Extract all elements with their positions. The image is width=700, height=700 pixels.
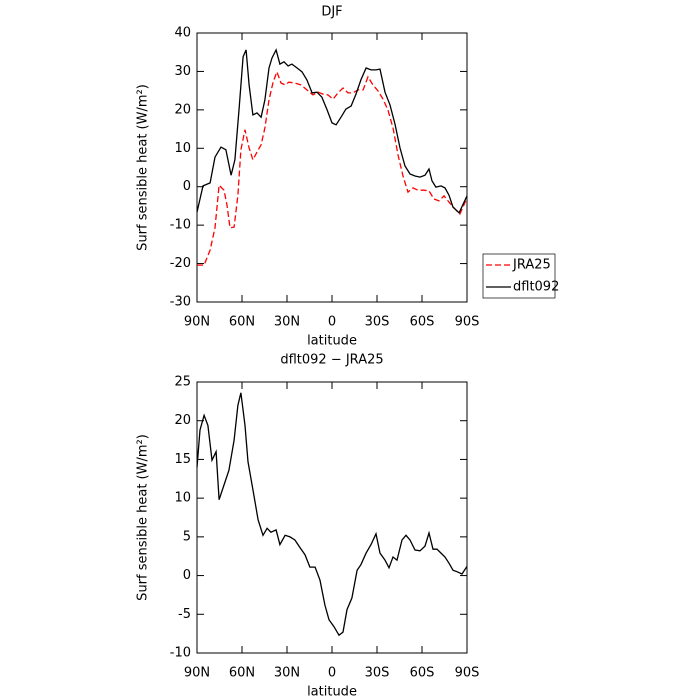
y-tick-label: 10 <box>174 141 191 156</box>
y-tick-label: -10 <box>170 646 191 661</box>
x-axis-label: latitude <box>307 685 357 700</box>
x-tick-label: 90N <box>184 315 210 330</box>
x-tick-label: 30S <box>365 315 390 330</box>
x-tick-label: 0 <box>328 666 336 681</box>
y-tick-label: 5 <box>183 529 191 544</box>
y-tick-label: -5 <box>178 607 191 622</box>
plot-frame <box>196 32 468 303</box>
y-tick-label: 25 <box>174 375 191 390</box>
x-tick-label: 60N <box>229 666 255 681</box>
legend-label: dflt092 <box>513 280 559 295</box>
y-tick-label: 30 <box>174 64 191 79</box>
x-tick-label: 90S <box>455 315 480 330</box>
chart-title: dflt092 − JRA25 <box>280 353 383 368</box>
y-tick-label: 20 <box>174 413 191 428</box>
plot-frame <box>196 381 468 654</box>
x-tick-label: 0 <box>328 315 336 330</box>
y-axis-label: Surf sensible heat (W/m²) <box>136 84 151 251</box>
y-tick-label: 0 <box>183 568 191 583</box>
x-axis-label: latitude <box>307 334 357 349</box>
legend-label: JRA25 <box>512 258 551 273</box>
data-line <box>197 69 468 266</box>
y-tick-label: 20 <box>174 102 191 117</box>
y-tick-label: -10 <box>170 218 191 233</box>
y-tick-label: 10 <box>174 491 191 506</box>
y-tick-label: 15 <box>174 452 191 467</box>
x-tick-label: 60S <box>410 666 435 681</box>
legend-box <box>482 253 556 299</box>
data-line <box>196 392 468 637</box>
data-line <box>196 48 468 214</box>
y-tick-label: 40 <box>174 26 191 41</box>
y-tick-label: 0 <box>183 179 191 194</box>
y-tick-label: -30 <box>170 295 191 310</box>
y-axis-label: Surf sensible heat (W/m²) <box>136 434 151 601</box>
y-tick-label: -20 <box>170 256 191 271</box>
chart-title: DJF <box>321 5 342 20</box>
x-tick-label: 30N <box>274 315 300 330</box>
x-tick-label: 30N <box>274 666 300 681</box>
x-tick-label: 60N <box>229 315 255 330</box>
x-tick-label: 60S <box>410 315 435 330</box>
x-tick-label: 90N <box>184 666 210 681</box>
x-tick-label: 90S <box>455 666 480 681</box>
x-tick-label: 30S <box>365 666 390 681</box>
